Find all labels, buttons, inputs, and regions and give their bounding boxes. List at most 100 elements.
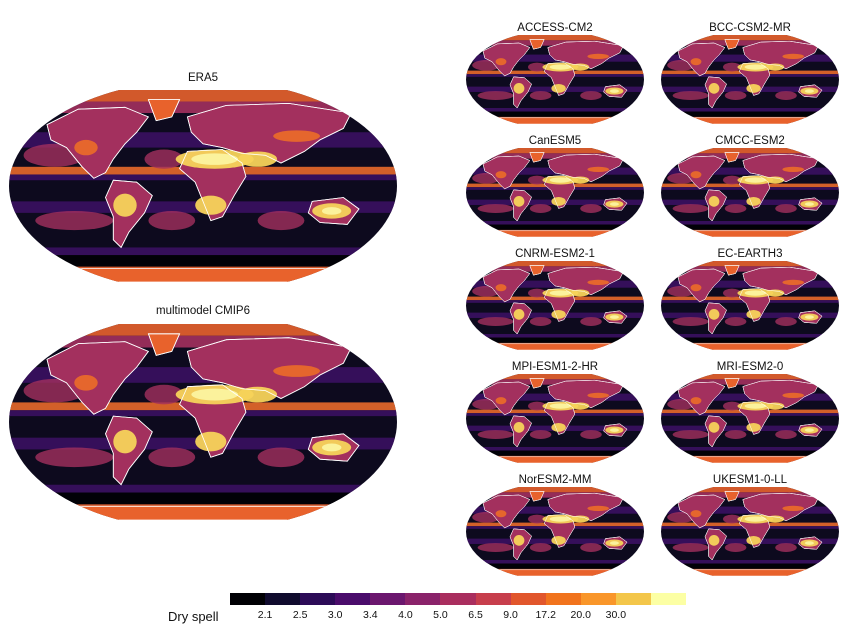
zonal-band — [661, 333, 839, 338]
dry-spell-hotspot — [587, 53, 609, 60]
colorbar-segment — [370, 593, 406, 605]
map-panel-ec-earth3: EC-EARTH3 — [660, 248, 840, 350]
coastline — [738, 175, 771, 209]
map-panel-ukesm1-0-ll: UKESM1-0-LL — [660, 474, 840, 576]
world-map — [466, 374, 644, 463]
colorbar-tick-label: 3.4 — [362, 609, 378, 621]
ocean-high — [529, 430, 552, 439]
coastline — [677, 381, 726, 416]
colorbar-tick-label: 17.2 — [535, 609, 556, 621]
zonal-band — [9, 324, 397, 336]
coastline — [603, 423, 628, 437]
dry-spell-hotspot — [690, 397, 702, 405]
dry-spell-hotspot — [708, 309, 720, 320]
dry-spell-hotspot — [571, 63, 590, 71]
ocean-high — [35, 447, 114, 468]
dry-spell-hotspot — [766, 176, 785, 184]
coastline — [46, 106, 150, 179]
coastline — [482, 494, 531, 529]
coastline — [677, 494, 726, 529]
colorbar-segment — [265, 593, 301, 605]
dry-spell-hotspot — [782, 166, 804, 173]
dry-spell-hotspot — [74, 139, 98, 156]
coastline — [742, 379, 819, 409]
coastline — [704, 415, 727, 448]
ocean-high — [775, 317, 797, 326]
zonal-band — [661, 487, 839, 493]
continent-antarctica — [26, 505, 380, 520]
coastline — [46, 341, 150, 415]
coastline — [798, 310, 823, 324]
ocean-high — [580, 317, 602, 326]
dry-spell-hotspot — [746, 83, 761, 93]
world-map — [661, 374, 839, 463]
ocean-high — [528, 288, 546, 298]
map-title: BCC-CSM2-MR — [709, 22, 791, 34]
continent-antarctica — [473, 569, 637, 576]
ocean-high — [529, 204, 552, 213]
coastline — [547, 379, 624, 409]
ocean-high — [775, 204, 797, 213]
dry-spell-hotspot — [273, 130, 320, 142]
ocean-high — [672, 430, 709, 439]
dry-spell-hotspot — [744, 516, 767, 522]
ocean-high — [529, 543, 552, 552]
dry-spell-hotspot — [744, 403, 767, 409]
zonal-band — [466, 148, 644, 154]
dry-spell-hotspot — [609, 428, 619, 432]
ocean-high — [672, 317, 709, 326]
dry-spell-hotspot — [195, 195, 227, 215]
map-panel-multimodel: multimodel CMIP6 — [8, 305, 398, 520]
coastline — [742, 492, 819, 522]
dry-spell-hotspot — [551, 196, 566, 206]
coastline — [509, 528, 532, 561]
ocean-high — [672, 543, 709, 552]
map-title: ERA5 — [187, 72, 219, 84]
dry-spell-hotspot — [549, 516, 572, 522]
map-title: multimodel CMIP6 — [156, 305, 250, 317]
coastline — [704, 76, 727, 109]
zonal-band — [661, 40, 839, 46]
coastline — [738, 62, 771, 96]
dry-spell-hotspot — [746, 309, 761, 319]
world-map — [661, 487, 839, 576]
coastline — [543, 62, 576, 96]
coastline — [677, 155, 726, 190]
dry-spell-hotspot — [690, 171, 702, 179]
zonal-band — [9, 255, 397, 267]
dry-spell-hotspot — [571, 289, 590, 297]
dry-spell-hotspot — [609, 89, 619, 93]
map-title: UKESM1-0-LL — [712, 474, 788, 486]
dry-spell-hotspot — [571, 515, 590, 523]
coastline — [724, 39, 740, 50]
ocean-high — [477, 204, 514, 213]
world-map — [661, 148, 839, 237]
ocean-high — [724, 91, 747, 100]
coastline — [509, 76, 532, 109]
dry-spell-hotspot — [609, 315, 619, 319]
coastline — [547, 492, 624, 522]
zonal-band — [466, 337, 644, 343]
coastline — [529, 39, 545, 50]
dry-spell-hotspot — [766, 515, 785, 523]
zonal-band — [661, 35, 839, 41]
coastline — [105, 415, 153, 486]
colorbar-tick-label: 9.0 — [503, 609, 518, 621]
ocean-high — [580, 543, 602, 552]
coastline — [742, 266, 819, 296]
dry-spell-hotspot — [513, 422, 525, 433]
dry-spell-hotspot — [587, 505, 609, 512]
dry-spell-hotspot — [191, 388, 239, 401]
coastline — [482, 42, 531, 77]
zonal-band — [466, 559, 644, 564]
dry-spell-hotspot — [782, 505, 804, 512]
world-map — [466, 35, 644, 124]
zonal-band — [9, 90, 397, 102]
map-panel-era5: ERA5 — [8, 72, 398, 282]
dry-spell-hotspot — [551, 535, 566, 545]
coastline — [482, 381, 531, 416]
coastline — [547, 266, 624, 296]
coastline — [704, 528, 727, 561]
ocean-high — [144, 149, 184, 169]
map-title: MPI-ESM1-2-HR — [511, 361, 599, 373]
